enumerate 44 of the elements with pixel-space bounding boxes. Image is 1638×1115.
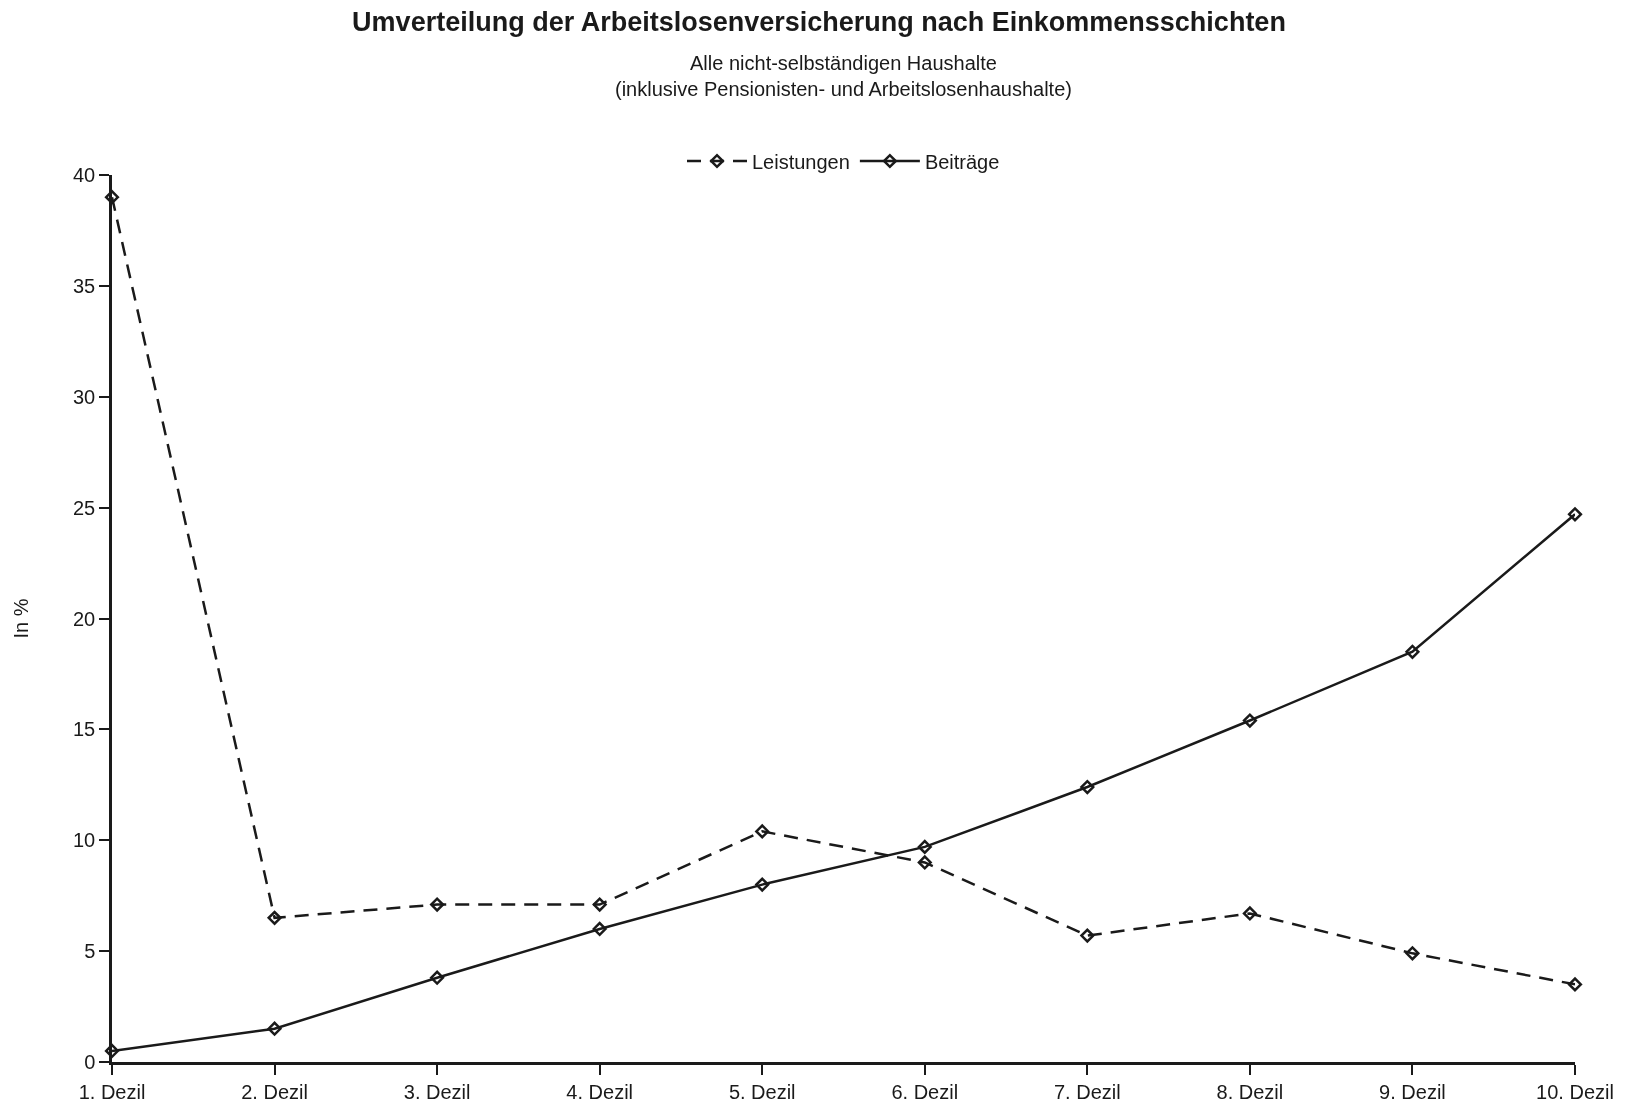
point — [755, 824, 770, 839]
x-tick-label: 6. Dezil — [891, 1080, 959, 1103]
point — [592, 897, 607, 912]
point — [104, 1043, 120, 1059]
x-tick-label: 10. Dezil — [1536, 1080, 1614, 1103]
point — [1080, 928, 1095, 943]
legend-label: Leistungen — [752, 150, 850, 173]
x-tick-label: 2. Dezil — [241, 1080, 308, 1103]
y-tick-label: 10 — [73, 829, 96, 852]
point — [267, 1021, 282, 1036]
point — [917, 839, 932, 854]
x-tick-label: 1. Dezil — [78, 1080, 146, 1103]
y-tick-label: 40 — [73, 164, 96, 186]
y-tick-label: 30 — [73, 385, 96, 408]
x-tick-label: 7. Dezil — [1053, 1080, 1121, 1103]
point — [755, 877, 770, 892]
chart-title: Umverteilung der Arbeitslosenversicherung nach Einkommensschichten — [352, 6, 1286, 37]
point — [104, 190, 120, 205]
point — [1242, 906, 1257, 921]
y-tick-label: 0 — [84, 1051, 96, 1073]
x-tick-label: 3. Dezil — [403, 1080, 471, 1103]
x-tick-label: 5. Dezil — [728, 1080, 796, 1103]
y-axis-title: In % — [9, 598, 32, 639]
point — [430, 970, 445, 985]
y-tick-label: 35 — [73, 274, 96, 297]
point — [1080, 779, 1095, 795]
chart-subtitle: Alle nicht-selbständigen Haushalte (inklusive Pensionisten- und Arbeitslosenhaushalte) — [615, 52, 1072, 100]
point — [917, 855, 932, 870]
point — [1567, 507, 1583, 522]
point — [592, 921, 607, 937]
y-tick-label: 20 — [73, 607, 96, 630]
y-tick-label: 25 — [73, 496, 96, 519]
point — [1242, 713, 1257, 728]
point — [267, 910, 282, 925]
point — [430, 897, 445, 912]
x-tick-label: 9. Dezil — [1379, 1080, 1446, 1103]
y-tick-label: 15 — [73, 718, 96, 741]
x-tick-label: 4. Dezil — [566, 1080, 634, 1103]
y-tick-label: 5 — [84, 940, 96, 963]
point — [1567, 977, 1583, 992]
legend-label: Beiträge — [924, 150, 1000, 173]
point — [1405, 644, 1420, 659]
point — [1405, 946, 1420, 961]
x-tick-label: 8. Dezil — [1216, 1080, 1284, 1103]
